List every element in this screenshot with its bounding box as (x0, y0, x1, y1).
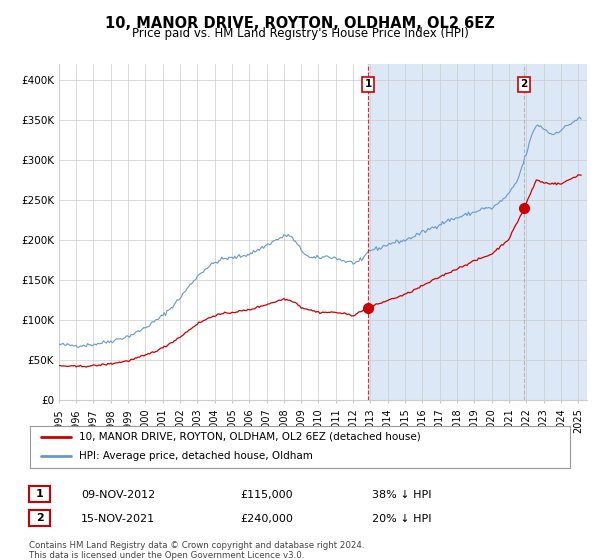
Text: 10, MANOR DRIVE, ROYTON, OLDHAM, OL2 6EZ (detached house): 10, MANOR DRIVE, ROYTON, OLDHAM, OL2 6EZ… (79, 432, 421, 442)
Text: Contains HM Land Registry data © Crown copyright and database right 2024.
This d: Contains HM Land Registry data © Crown c… (29, 541, 364, 560)
Bar (524, 64, 587, 400)
Text: 10, MANOR DRIVE, ROYTON, OLDHAM, OL2 6EZ: 10, MANOR DRIVE, ROYTON, OLDHAM, OL2 6EZ (105, 16, 495, 31)
Text: 20% ↓ HPI: 20% ↓ HPI (372, 514, 431, 524)
Text: 38% ↓ HPI: 38% ↓ HPI (372, 490, 431, 500)
Text: 1: 1 (364, 80, 371, 90)
Text: 15-NOV-2021: 15-NOV-2021 (81, 514, 155, 524)
Text: 2: 2 (521, 80, 528, 90)
Text: 2: 2 (36, 513, 43, 523)
Text: Price paid vs. HM Land Registry's House Price Index (HPI): Price paid vs. HM Land Registry's House … (131, 27, 469, 40)
Text: 1: 1 (36, 489, 43, 499)
Bar (368, 64, 524, 400)
Text: HPI: Average price, detached house, Oldham: HPI: Average price, detached house, Oldh… (79, 451, 313, 461)
Text: £115,000: £115,000 (240, 490, 293, 500)
Text: 09-NOV-2012: 09-NOV-2012 (81, 490, 155, 500)
Text: £240,000: £240,000 (240, 514, 293, 524)
